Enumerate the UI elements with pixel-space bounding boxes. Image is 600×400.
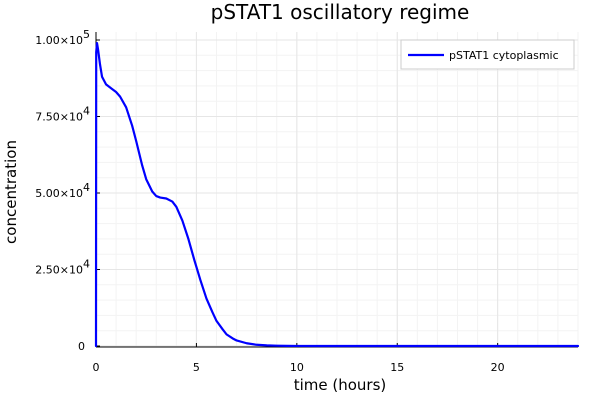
- x-tick-label: 0: [93, 361, 100, 374]
- x-axis-label: time (hours): [294, 376, 387, 394]
- y-tick-exponent: 5: [83, 28, 90, 41]
- legend-label: pSTAT1 cytoplasmic: [449, 49, 559, 62]
- y-tick-label: 1.00×10: [35, 34, 83, 47]
- x-tick-label: 15: [390, 361, 404, 374]
- y-tick-label: 0: [78, 340, 85, 353]
- series-line: [94, 41, 580, 348]
- y-tick-label: 7.50×10: [35, 111, 83, 124]
- y-axis-label: concentration: [2, 140, 20, 244]
- chart-title: pSTAT1 oscillatory regime: [211, 0, 470, 24]
- legend: pSTAT1 cytoplasmic: [400, 39, 575, 70]
- x-tick-label: 10: [290, 361, 304, 374]
- x-tick-label: 20: [491, 361, 505, 374]
- y-tick-exponent: 4: [83, 181, 90, 194]
- grid: [95, 32, 579, 347]
- series-layer: [94, 41, 580, 348]
- y-tick-exponent: 4: [83, 105, 90, 118]
- y-tick-label: 2.50×10: [35, 264, 83, 277]
- y-tick-label: 5.00×10: [35, 187, 83, 200]
- y-tick-exponent: 4: [83, 258, 90, 271]
- x-tick-label: 5: [193, 361, 200, 374]
